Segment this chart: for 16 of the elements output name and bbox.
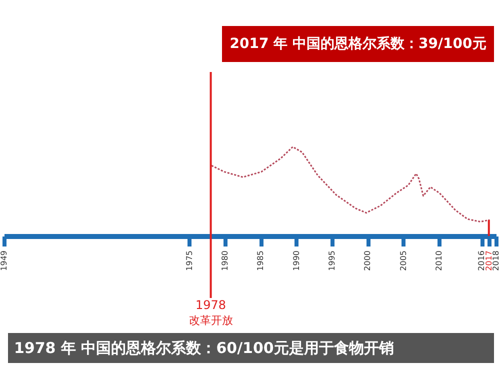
x-tick-label: 1949 [0,250,8,271]
x-tick-label: 2010 [434,250,444,271]
text: 2017 年 中国的恩格尔系数：39/100元 [230,36,486,52]
text: 改革开放 [188,314,233,327]
x-tick-label: 2016 [477,250,486,271]
x-tick-label: 1980 [220,250,230,271]
x-tick-label: 1995 [328,250,336,271]
x-tick-label: 1985 [256,250,266,271]
x-tick-label: 1990 [292,250,301,271]
x-tick-label: 2017 [484,250,494,271]
x-tick-label: 1975 [184,250,194,271]
x-tick-label: 2000 [363,250,372,271]
x-tick-label: 2018 [492,250,500,271]
x-tick-label: 2005 [398,250,408,271]
ref-line-label: 1978 [196,298,226,312]
text: 1978 年 中国的恩格尔系数：60/100元是用于食物开销 [14,339,394,357]
